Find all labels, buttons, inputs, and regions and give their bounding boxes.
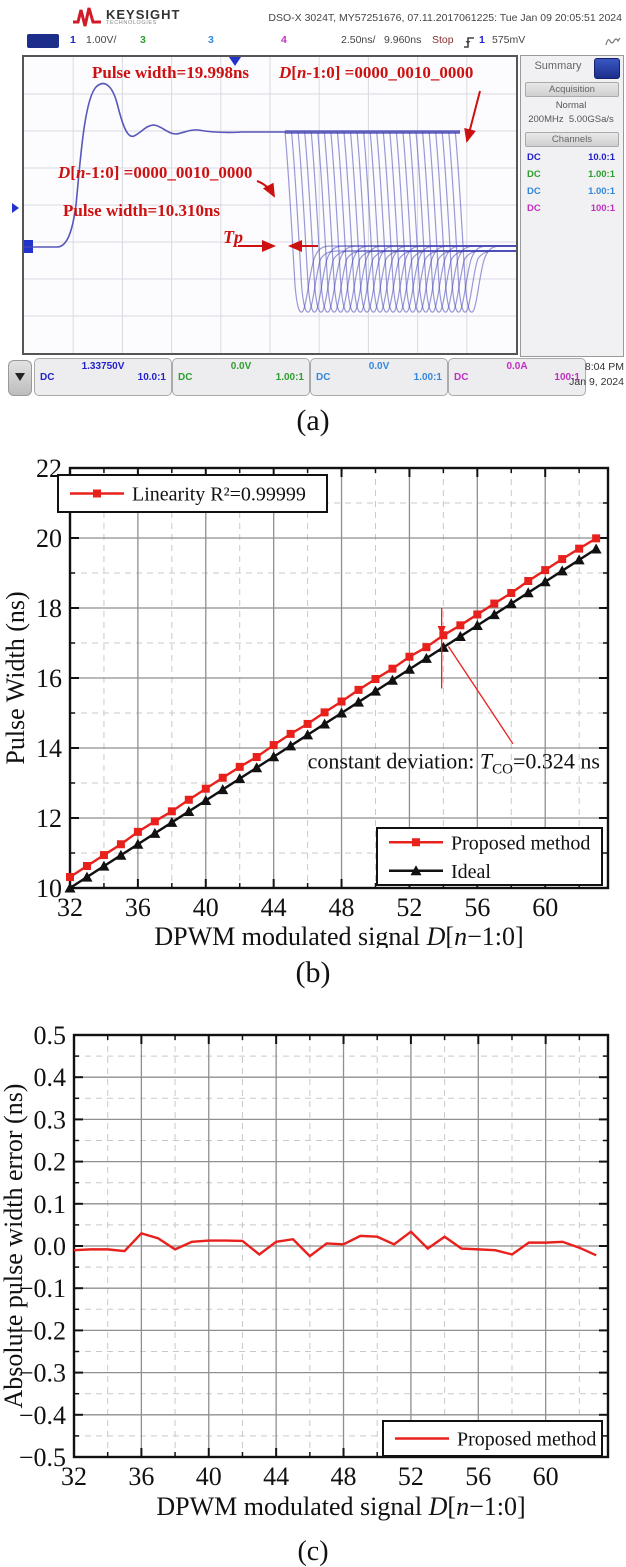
waveform-icon	[605, 37, 621, 46]
trigger-source: 1	[479, 34, 485, 46]
scope-title: DSO-X 3024T, MY57251676, 07.11.201706122…	[268, 12, 622, 24]
svg-text:Proposed method: Proposed method	[451, 832, 590, 854]
scope-toolbar: 1 1.00V/ 3 3 4 2.50ns/ 9.960ns Stop 1 57…	[0, 32, 626, 52]
annotation-pulse-width-wide: Pulse width=19.998ns	[92, 63, 250, 82]
svg-text:36: 36	[125, 893, 151, 922]
svg-text:48: 48	[329, 893, 355, 922]
keysight-logo-icon	[73, 7, 101, 27]
svg-text:10: 10	[36, 874, 62, 903]
svg-text:0.0: 0.0	[34, 1232, 67, 1261]
svg-text:56: 56	[464, 893, 490, 922]
annotation-d-code-2: D[n-1:0] =0000_0010_0000	[58, 163, 253, 182]
svg-text:Absolute pulse width error (ns: Absolute pulse width error (ns)	[0, 1084, 28, 1409]
caption-b: (b)	[295, 956, 331, 989]
scope-sidebar: Summary Acquisition Normal 200MHz 5.00GS…	[520, 55, 624, 357]
svg-text:12: 12	[36, 804, 62, 833]
ch1-status-box[interactable]: 1.33750V DC 10.0:1	[34, 358, 172, 396]
svg-text:−0.2: −0.2	[19, 1316, 66, 1345]
ch1-number[interactable]: 1	[70, 34, 76, 46]
brand-sub: TECHNOLOGIES	[106, 19, 157, 26]
svg-text:16: 16	[36, 664, 62, 693]
clock: 8:04 PM Jan 9, 2024	[569, 361, 624, 388]
svg-text:Linearity R²=0.99999: Linearity R²=0.99999	[132, 484, 306, 506]
channel-row: DC 10.0:1	[527, 152, 615, 163]
sidebar-title: Summary	[534, 60, 582, 72]
svg-text:14: 14	[36, 734, 62, 763]
brand-name: KEYSIGHT	[106, 6, 181, 22]
svg-text:0.2: 0.2	[34, 1148, 67, 1177]
svg-text:36: 36	[128, 1462, 154, 1491]
ch4-status-box[interactable]: 0.0A DC 100:1	[448, 358, 586, 396]
run-state: Stop	[432, 34, 454, 46]
svg-text:44: 44	[261, 893, 287, 922]
svg-text:40: 40	[196, 1462, 222, 1491]
scope-knob[interactable]	[8, 360, 32, 396]
trigger-edge-icon	[464, 37, 474, 48]
timebase[interactable]: 2.50ns/	[341, 34, 376, 46]
ch3-status-box[interactable]: 0.0V DC 1.00:1	[310, 358, 448, 396]
svg-text:52: 52	[396, 893, 422, 922]
ch4-number[interactable]: 4	[281, 34, 287, 46]
svg-text:0.3: 0.3	[34, 1105, 67, 1134]
annotation-tp: Tp	[223, 227, 243, 247]
annotation-d-code-1: D[n-1:0] =0000_0010_0000	[279, 63, 474, 82]
channel-row: DC 1.00:1	[527, 186, 615, 197]
acquisition-header[interactable]: Acquisition	[525, 82, 619, 97]
svg-text:44: 44	[263, 1462, 289, 1491]
svg-text:DPWM modulated signal D[n−1:0]: DPWM modulated signal D[n−1:0]	[154, 922, 523, 948]
scope-header: KEYSIGHT TECHNOLOGIES DSO-X 3024T, MY572…	[0, 6, 626, 32]
svg-text:−0.1: −0.1	[19, 1274, 66, 1303]
scope-display: Pulse width=19.998ns D[n-1:0] =0000_0010…	[22, 55, 518, 355]
run-indicator[interactable]	[27, 34, 59, 48]
chart-pulse-width-error: 32 36 40 44 48 52 56 60 0.5 0.4 0.3 0.2 0.1 0.0 −0.1 −0…	[0, 1021, 610, 1521]
svg-text:Ideal: Ideal	[451, 861, 491, 883]
svg-text:32: 32	[57, 893, 83, 922]
scope-bottombar: 1.33750V DC 10.0:1 0.0V DC 1.00:1 0.0V DC 1.00…	[0, 358, 626, 400]
svg-text:18: 18	[36, 594, 62, 623]
annotation-pulse-width-narrow: Pulse width=10.310ns	[63, 201, 221, 220]
channels-header[interactable]: Channels	[525, 132, 619, 147]
svg-text:0.4: 0.4	[34, 1063, 67, 1092]
caption-a: (a)	[296, 404, 330, 437]
sidebar-menu-button[interactable]	[594, 58, 620, 79]
oscilloscope-screenshot: KEYSIGHT TECHNOLOGIES DSO-X 3024T, MY572…	[0, 0, 626, 448]
svg-text:Pulse Width (ns): Pulse Width (ns)	[1, 591, 30, 764]
ch1-scale[interactable]: 1.00V/	[86, 34, 117, 46]
svg-text:48: 48	[331, 1462, 357, 1491]
svg-text:20: 20	[36, 524, 62, 553]
svg-text:52: 52	[398, 1462, 424, 1491]
svg-text:0.1: 0.1	[34, 1190, 67, 1219]
acquisition-mode: Normal	[555, 100, 587, 111]
svg-text:DPWM modulated signal D[n−1:0]: DPWM modulated signal D[n−1:0]	[156, 1492, 525, 1521]
channel-row: DC 100:1	[527, 203, 615, 214]
delay-value: 9.960ns	[384, 34, 422, 46]
acquisition-rate: 200MHz 5.00GSa/s	[528, 114, 614, 125]
svg-text:40: 40	[193, 893, 219, 922]
channel-row: DC 1.00:1	[527, 169, 615, 180]
svg-text:−0.5: −0.5	[19, 1443, 66, 1472]
trigger-level-marker	[12, 203, 19, 213]
svg-text:constant deviation: TCO=0.324: constant deviation: TCO=0.324 ns	[308, 748, 600, 777]
keysight-logo: KEYSIGHT TECHNOLOGIES	[72, 6, 180, 28]
svg-text:32: 32	[61, 1462, 87, 1491]
svg-text:60: 60	[532, 893, 558, 922]
waveform-plot	[24, 57, 516, 353]
trigger-level: 575mV	[492, 34, 526, 46]
ch2-number[interactable]: 3	[140, 34, 146, 46]
caption-c: (c)	[297, 1536, 329, 1567]
svg-text:0.5: 0.5	[34, 1021, 67, 1050]
svg-text:56: 56	[465, 1462, 491, 1491]
ch2-status-box[interactable]: 0.0V DC 1.00:1	[172, 358, 310, 396]
ch3-number[interactable]: 3	[208, 34, 214, 46]
svg-text:Proposed method: Proposed method	[457, 1429, 596, 1451]
svg-text:−0.3: −0.3	[19, 1359, 66, 1388]
svg-text:60: 60	[533, 1462, 559, 1491]
svg-text:−0.4: −0.4	[19, 1401, 66, 1430]
